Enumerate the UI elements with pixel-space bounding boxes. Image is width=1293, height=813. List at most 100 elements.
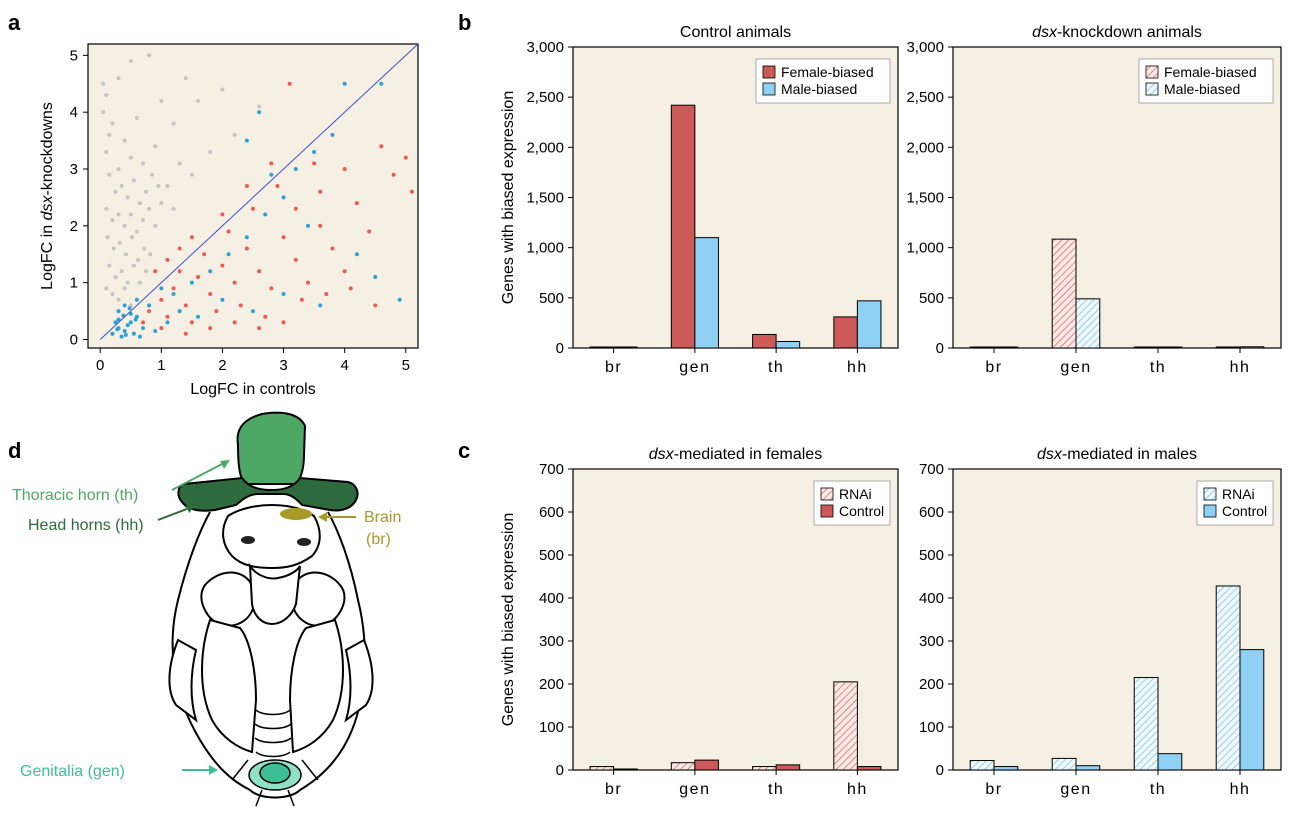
legend-swatch [1203,487,1217,501]
scatter-point [354,252,359,257]
scatter-point [127,306,132,311]
thoracic-horn-arrow [171,460,230,491]
scatter-point [125,280,130,285]
scatter-point [141,218,145,223]
scatter-point [128,320,133,325]
scatter-point [232,320,237,325]
x-tick-label-br: br [985,781,1002,798]
scatter-point [318,189,323,194]
bar-th-series2 [1157,346,1183,349]
left-wing [201,618,258,754]
scatter-point [306,223,310,228]
chart-title-italic: dsx [1032,24,1058,41]
x-tick-label: 0 [96,357,104,374]
scatter-point [189,172,194,177]
scatter-point [281,235,286,240]
scatter-point [125,195,130,200]
legend-swatch [762,82,776,96]
head-horns-label: Head horns (hh) [28,517,144,534]
legend-label: Female-biased [1164,64,1257,80]
y-tick-label: 300 [539,633,564,650]
bar-gen-series1 [670,104,696,349]
bar-br-series2 [993,346,1019,349]
scatter-point [196,274,200,279]
scatter-point [293,206,298,211]
scatter-point [141,326,145,331]
y-tick-label: 2,500 [906,89,944,106]
x-tick-label: 4 [340,357,348,374]
scatter-point [318,303,323,308]
scatter-point [196,314,200,319]
scatter-point [130,235,134,240]
bar-hh-series1 [1215,585,1241,771]
bar-br-series1 [969,346,995,349]
scatter-point [134,115,139,120]
scatter-point [101,110,106,115]
legend-label: RNAi [1222,486,1255,502]
bar-chart-control-animals: Control animals 0 500 1,000 1,500 2,000 2,500 3… [500,24,899,376]
scatter-point [123,332,128,337]
scatter-point [244,235,249,240]
scatter-point [113,189,118,194]
x-tick-label-hh: hh [847,359,868,376]
y-tick-label: 2 [70,218,78,235]
scatter-point [131,331,136,336]
scatter-point [196,98,200,103]
head-horns-arrow [157,505,196,521]
y-tick-label: 500 [539,290,564,307]
scatter-point [183,303,188,308]
scatter-chart-a: 0 1 2 3 4 5 0 1 2 3 4 5 LogFC in controls LogFC in ds… [39,43,419,398]
scatter-point [116,167,121,172]
bar-th-series1 [752,333,777,349]
scatter-point [141,320,145,325]
bar-chart-dsx-males: dsx-mediated in males 0 100 200 300 400 500 600… [919,446,1282,798]
bar-br-series1 [589,766,615,771]
genitalia-arrow [182,765,218,775]
x-tick-label-br: br [605,359,622,376]
scatter-point [220,297,225,302]
scatter-point [116,76,121,81]
x-tick-label-hh: hh [847,781,868,798]
bar-br-series1 [589,346,615,349]
scatter-point [269,286,274,291]
brain-label-line2: (br) [366,531,391,548]
scatter-point [342,81,347,86]
left-eye [241,536,255,544]
x-tick-label: 1 [157,357,165,374]
scatter-point [165,320,170,325]
diagonal-line [99,43,419,340]
scatter-point [208,149,213,154]
legend-label: Male-biased [1164,81,1240,97]
scatter-point [107,172,112,177]
scatter-point [318,223,323,228]
scatter-point [153,223,158,228]
scatter-point [137,334,142,339]
scatter-point [137,201,142,206]
y-tick-label: 500 [919,290,944,307]
chart-title: dsx-knockdown animals [1032,24,1202,41]
scatter-point [110,218,115,223]
scatter-point [232,280,237,285]
y-tick-label: 0 [70,331,78,348]
scatter-point [113,274,118,279]
scatter-point [409,189,414,194]
scatter-point [137,280,142,285]
scatter-point [189,280,194,285]
scatter-point [119,334,124,339]
bar-chart-dsx-knockdown: dsx-knockdown animals 0 500 1,000 1,500 2,000… [906,24,1282,376]
chart-title-rest: -mediated in females [674,446,823,463]
scatter-point [281,195,286,200]
scatter-point [226,229,231,234]
bar-gen-series2 [694,759,719,771]
scatter-point [147,309,152,314]
scatter-point [122,303,127,308]
scatter-point [128,212,133,217]
scatter-point [238,303,243,308]
scatter-point [159,201,164,206]
genitalia-shape [259,762,291,784]
scatter-point [373,274,378,279]
left-foreleg [200,571,256,627]
legend-label: RNAi [839,486,872,502]
scatter-point [128,155,133,160]
y-tick-label: 200 [919,676,944,693]
